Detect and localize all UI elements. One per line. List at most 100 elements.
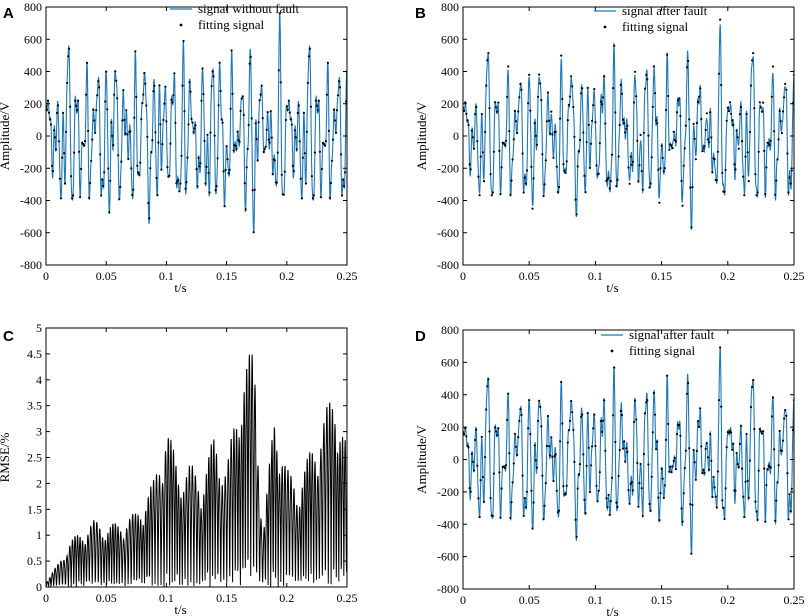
fitting-signal-point bbox=[66, 81, 69, 84]
fitting-signal-point bbox=[555, 489, 558, 492]
y-tick-label: 600 bbox=[24, 32, 42, 46]
x-tick-label: 0.2 bbox=[279, 269, 294, 283]
fitting-signal-point bbox=[657, 168, 660, 171]
fitting-signal-point bbox=[599, 420, 603, 423]
fitting-signal-point bbox=[311, 197, 314, 200]
fitting-signal-point bbox=[640, 170, 643, 173]
legend-entry: signal after fault bbox=[629, 327, 715, 342]
fitting-signal-point bbox=[758, 428, 761, 431]
fitting-signal-point bbox=[745, 432, 748, 436]
fitting-signal-point bbox=[737, 147, 740, 150]
x-axis-label: t/s bbox=[606, 604, 618, 616]
fitting-signal-point bbox=[616, 505, 619, 509]
fitting-signal-series bbox=[463, 18, 794, 229]
fitting-signal-point bbox=[757, 469, 760, 472]
fitting-signal-point bbox=[508, 452, 511, 455]
fitting-signal-point bbox=[200, 99, 203, 102]
fitting-signal-point bbox=[734, 168, 737, 171]
fitting-signal-point bbox=[327, 129, 330, 132]
fitting-signal-point bbox=[258, 99, 261, 102]
fitting-signal-point bbox=[735, 451, 738, 455]
fitting-signal-point bbox=[669, 465, 672, 468]
fitting-signal-point bbox=[681, 204, 684, 207]
fitting-signal-point bbox=[497, 427, 500, 430]
fitting-signal-point bbox=[639, 462, 642, 466]
fitting-signal-point bbox=[671, 465, 674, 468]
fitting-signal-point bbox=[571, 411, 574, 414]
fitting-signal-point bbox=[540, 99, 543, 102]
fitting-signal-point bbox=[763, 149, 766, 152]
fitting-signal-point bbox=[498, 471, 501, 474]
fitting-signal-point bbox=[538, 73, 541, 76]
fitting-signal-point bbox=[222, 170, 225, 173]
fitting-signal-point bbox=[163, 102, 166, 105]
fitting-signal-point bbox=[495, 430, 498, 433]
y-tick-label: 1.5 bbox=[27, 502, 42, 516]
fitting-signal-point bbox=[542, 194, 545, 198]
fitting-signal-point bbox=[333, 119, 337, 122]
fitting-signal-point bbox=[52, 129, 56, 132]
fitting-signal-point bbox=[75, 104, 78, 107]
x-tick-label: 0.15 bbox=[216, 269, 237, 283]
fitting-signal-point bbox=[183, 110, 186, 113]
y-tick-label: -800 bbox=[20, 258, 42, 272]
fitting-signal-point bbox=[256, 159, 259, 162]
y-tick-label: 600 bbox=[441, 32, 459, 46]
fitting-signal-point bbox=[570, 75, 573, 78]
fitting-signal-point bbox=[297, 104, 300, 107]
fitting-signal-point bbox=[619, 409, 622, 413]
fitting-signal-point bbox=[218, 61, 221, 64]
fitting-signal-point bbox=[288, 111, 291, 114]
fitting-signal-point bbox=[712, 475, 715, 479]
fitting-signal-point bbox=[477, 497, 480, 500]
fitting-signal-point bbox=[226, 158, 229, 161]
fitting-signal-point bbox=[746, 151, 749, 154]
y-tick-label: 0 bbox=[453, 453, 459, 467]
fitting-signal-point bbox=[322, 142, 325, 146]
fitting-signal-point bbox=[540, 425, 543, 428]
fitting-signal-point bbox=[650, 475, 653, 478]
fitting-signal-point bbox=[469, 490, 472, 493]
fitting-signal-point bbox=[791, 428, 794, 432]
fitting-signal-point bbox=[180, 154, 183, 157]
fitting-signal-point bbox=[636, 139, 639, 142]
fitting-signal-point bbox=[562, 485, 565, 488]
fitting-signal-point bbox=[757, 150, 760, 153]
fitting-signal-point bbox=[638, 482, 641, 485]
fitting-signal-point bbox=[463, 433, 466, 436]
y-tick-label: -800 bbox=[437, 582, 459, 596]
fitting-signal-point bbox=[275, 181, 278, 184]
fitting-signal-point bbox=[667, 94, 670, 98]
fitting-signal-point bbox=[629, 155, 632, 158]
fitting-signal-point bbox=[255, 138, 258, 141]
y-axis-label: Amplitude/V bbox=[0, 101, 12, 170]
fitting-signal-point bbox=[777, 138, 780, 141]
fitting-signal-point bbox=[488, 107, 491, 110]
fitting-signal-point bbox=[298, 140, 301, 143]
fitting-signal-point bbox=[541, 153, 544, 156]
fitting-signal-point bbox=[645, 73, 648, 76]
y-tick-label: 0 bbox=[453, 129, 459, 143]
fitting-signal-point bbox=[49, 123, 53, 126]
x-tick-label: 0.2 bbox=[279, 591, 294, 605]
fitting-signal-point bbox=[465, 435, 468, 438]
fitting-signal-point bbox=[173, 72, 176, 75]
plot-area bbox=[463, 18, 794, 230]
fitting-signal-point bbox=[289, 118, 292, 121]
fitting-signal-point bbox=[566, 441, 569, 444]
fitting-signal-point bbox=[143, 72, 146, 75]
fitting-signal-point bbox=[723, 190, 726, 193]
plot-area bbox=[463, 346, 794, 555]
fitting-signal-point bbox=[469, 168, 472, 171]
fitting-signal-point bbox=[719, 18, 722, 21]
fitting-signal-point bbox=[666, 374, 669, 377]
fitting-signal-point bbox=[326, 61, 329, 64]
fitting-signal-point bbox=[693, 461, 696, 464]
fitting-signal-point bbox=[512, 462, 515, 465]
fitting-signal-point bbox=[269, 110, 272, 113]
fitting-signal-point bbox=[491, 514, 494, 518]
fitting-signal-point bbox=[224, 168, 227, 171]
x-tick-label: 0.1 bbox=[159, 591, 174, 605]
fitting-signal-point bbox=[720, 405, 723, 408]
fitting-signal-point bbox=[84, 140, 87, 143]
